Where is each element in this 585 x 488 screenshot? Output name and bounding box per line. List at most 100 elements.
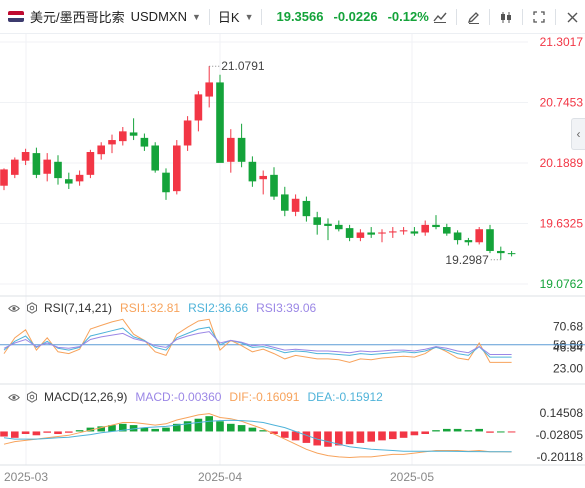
settings-icon[interactable] [26,302,38,314]
candle-body [259,175,267,180]
macd-bar [421,431,429,434]
x-tick-label: 2025-05 [390,470,434,484]
macd-bar [43,431,51,433]
candle-body [335,224,343,230]
settings-icon[interactable] [26,391,38,403]
macd-bar [86,427,95,432]
flag-stripe-1 [8,11,24,15]
macd-bar [497,431,505,433]
candle-body [248,161,257,182]
price-change-percent: -0.12% [387,9,429,24]
candle-body [443,227,451,234]
macd-bar [151,428,159,432]
candle-body [151,145,159,171]
macd-bar [97,426,105,432]
macd-bar [237,425,246,432]
candle-body [507,253,516,255]
indicator-icon[interactable] [427,6,453,28]
divider [555,9,556,25]
macd-bar [475,428,483,432]
y-tick-label: 20.7453 [540,96,584,110]
us-flag-icon [8,11,24,22]
candle-body [194,94,203,121]
macd-bar [21,431,30,434]
macd-value: MACD:-0.00360 [135,390,222,404]
macd-bar [32,431,41,436]
candle-body [173,145,181,192]
macd-bar [291,431,300,441]
candle-body [205,82,213,97]
rsi-series-line-2 [3,326,512,358]
candle-body [356,232,365,238]
candle-body [119,131,127,142]
macd-tick-label: -0.02805 [536,428,584,442]
macd-bar [270,431,278,434]
macd-bar [65,431,73,433]
candle-body [237,137,246,162]
rsi-legend: RSI(7,14,21) RSI1:32.81 RSI2:36.66 RSI3:… [8,300,324,316]
chart-header: 美元/墨西哥比索 USDMXN ▼ 日K ▼ 19.3566 -0.0226 -… [0,0,585,34]
macd-bar [140,427,149,432]
candle-body [54,161,62,179]
macd-bar [335,431,343,446]
rsi-tick-label: 23.00 [553,362,583,376]
chevron-down-icon[interactable]: ▼ [191,11,201,22]
draw-icon[interactable] [460,6,486,28]
rsi3-value: RSI3:39.06 [256,301,317,315]
candle-body [281,194,289,211]
period-selector[interactable]: 日K [217,10,240,25]
candle-body [324,223,332,226]
macd-bar [313,431,321,446]
candle-body [183,120,192,146]
macd-bar [356,431,365,443]
chevron-left-icon[interactable]: ‹ [571,118,585,150]
macd-bar [410,431,419,436]
candle-body [378,232,386,234]
eye-icon[interactable] [8,302,20,314]
candle-body [399,230,408,232]
chevron-down-icon[interactable]: ▼ [244,11,254,22]
macd-bar [443,428,451,432]
macd-bar [432,430,440,432]
candle-body [291,198,300,212]
candle-body [32,153,41,175]
candle-body [410,231,419,234]
fullscreen-icon[interactable] [526,6,552,28]
rsi2-value: RSI2:36.66 [188,301,249,315]
flag-stripe-2 [8,14,24,19]
candle-body [21,152,30,161]
candle-body [486,229,494,251]
macd-bar [183,421,192,432]
candle-body [389,231,397,233]
macd-bar [453,428,462,432]
high-value-label: 21.0791 [221,59,265,73]
dea-line [3,419,512,453]
chart-canvas[interactable]: 21.3017 20.7453 20.1889 19.6325 19.0762 21.07… [0,34,585,488]
macd-bar [119,423,127,432]
divider [208,8,210,25]
close-icon[interactable] [559,6,585,28]
candle-body [313,217,321,225]
candle-type-icon[interactable] [493,6,519,28]
macd-bar [367,431,375,442]
eye-icon[interactable] [8,391,20,403]
y-tick-label: 21.3017 [540,35,584,49]
macd-bar [486,431,494,433]
symbol-selector[interactable]: USDMXN [130,9,187,24]
candle-body [270,174,278,197]
candle-body [227,137,235,162]
macd-bar [227,423,235,432]
candle-body [432,224,440,228]
y-tick-label: 19.6325 [540,217,584,231]
candle-body [108,140,116,145]
candle-body [0,169,8,186]
candle-body [129,132,138,136]
candle-body [75,174,84,182]
candle-body [367,232,375,235]
macd-bar [464,430,473,432]
macd-bar [259,430,267,432]
last-price: 19.3566 [276,9,324,24]
divider [522,9,523,25]
divider [261,8,263,25]
macd-tick-label: -0.20118 [537,450,584,464]
